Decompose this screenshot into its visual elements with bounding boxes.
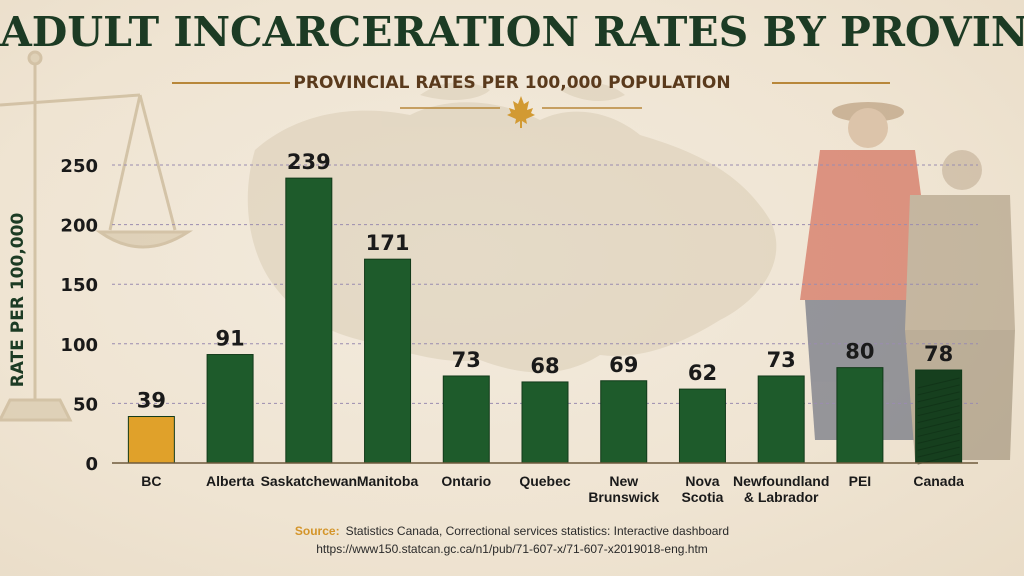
- source-text: Statistics Canada, Correctional services…: [345, 524, 730, 538]
- data-label: 80: [845, 340, 874, 364]
- bar-texture: [917, 425, 960, 437]
- bar: [678, 388, 726, 464]
- bar: [127, 416, 175, 464]
- bar-texture: [917, 446, 960, 458]
- data-label: 91: [215, 327, 244, 351]
- bar-texture: [917, 384, 960, 396]
- data-label: 73: [452, 348, 481, 372]
- subtitle-rule-right: [772, 82, 890, 84]
- x-tick-label: Ontario: [441, 473, 491, 489]
- bar: [836, 367, 884, 464]
- bar: [600, 380, 648, 464]
- data-labels: 39 91 239 171 73 68 69 62 73 80 78: [137, 150, 954, 412]
- bar-texture: [917, 432, 960, 444]
- x-tick-label: Brunswick: [588, 489, 659, 505]
- x-tick-label: Saskatchewan: [261, 473, 358, 489]
- data-label: 62: [688, 361, 717, 385]
- bar: [915, 369, 963, 464]
- y-tick-label: 200: [60, 216, 98, 237]
- source-label: Source:: [294, 524, 340, 538]
- x-tick-label: Quebec: [519, 473, 571, 489]
- bar-texture: [917, 398, 960, 410]
- y-tick-label: 250: [60, 156, 98, 177]
- page-subtitle: PROVINCIAL RATES PER 100,000 POPULATION: [293, 73, 731, 93]
- maple-leaf-icon: [507, 96, 535, 128]
- bar: [521, 381, 569, 464]
- x-tick-label: Manitoba: [357, 473, 419, 489]
- bar-texture: [917, 391, 960, 403]
- officer-illustration: [800, 102, 1015, 460]
- y-tick-label: 150: [60, 275, 98, 296]
- source-url: https://www150.statcan.gc.ca/n1/pub/71-6…: [316, 542, 708, 556]
- y-tick-label: 100: [60, 335, 98, 356]
- subtitle-rule-left: [172, 82, 290, 84]
- data-label: 73: [767, 348, 796, 372]
- bar-texture: [917, 419, 960, 430]
- x-tick-label: BC: [141, 473, 161, 489]
- bar-texture: [917, 439, 960, 451]
- data-label: 239: [287, 150, 331, 174]
- x-tick-label: & Labrador: [744, 489, 819, 505]
- bar-texture: [917, 405, 960, 417]
- data-label: 78: [924, 342, 953, 366]
- bar: [757, 375, 805, 464]
- y-axis-ticks: 0 50 100 150 200 250: [60, 156, 98, 475]
- bar: [206, 354, 254, 464]
- bar: [364, 258, 412, 464]
- bars: [127, 177, 963, 465]
- data-label: 39: [137, 389, 166, 413]
- bar-texture: [917, 412, 960, 424]
- bar: [442, 375, 490, 464]
- x-tick-label: Newfoundland: [733, 473, 829, 489]
- y-tick-label: 50: [73, 394, 98, 415]
- data-label: 171: [366, 231, 410, 255]
- page-title: ADULT INCARCERATION RATES BY PROVINCE: [0, 8, 1024, 56]
- scales-of-justice-icon: [0, 50, 194, 422]
- x-tick-label: Scotia: [681, 489, 723, 505]
- source-line: Source: Statistics Canada, Correctional s…: [0, 524, 1024, 538]
- x-axis-categories: BC Alberta Saskatchewan Manitoba Ontario Queb…: [141, 473, 964, 505]
- data-label: 68: [530, 354, 559, 378]
- x-tick-label: Canada: [913, 473, 964, 489]
- bar-texture: [917, 377, 960, 389]
- y-tick-label: 0: [85, 454, 98, 475]
- x-tick-label: Nova: [685, 473, 719, 489]
- x-tick-label: New: [609, 473, 638, 489]
- bar: [285, 177, 333, 464]
- x-tick-label: PEI: [849, 473, 872, 489]
- data-label: 69: [609, 353, 638, 377]
- x-tick-label: Alberta: [206, 473, 254, 489]
